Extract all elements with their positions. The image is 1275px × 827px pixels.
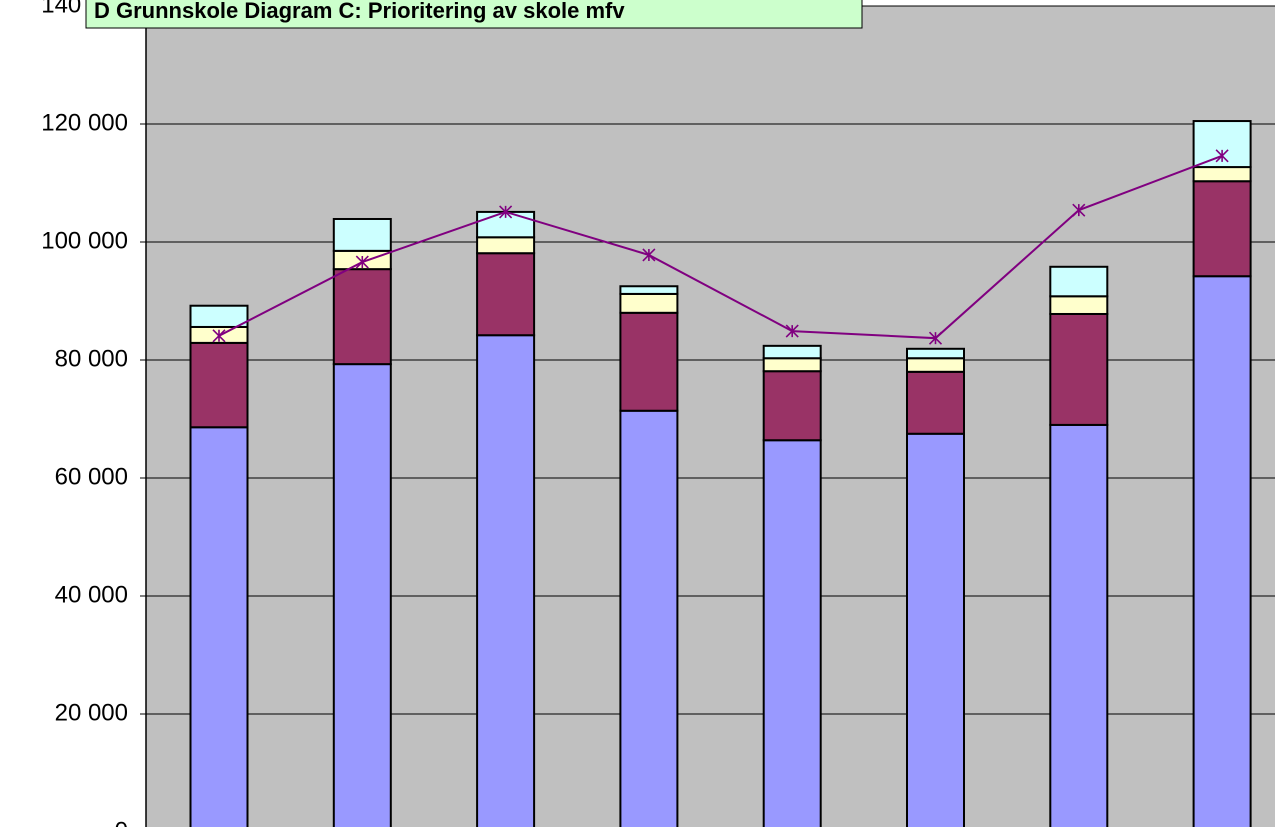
bar-segment	[476, 252, 536, 337]
line-series	[218, 154, 1223, 340]
bar-segment	[189, 426, 249, 827]
line-marker	[212, 329, 226, 343]
line-marker	[928, 331, 943, 345]
line-marker	[1072, 203, 1086, 217]
bar-segment	[762, 357, 822, 373]
bar-segment	[1192, 180, 1252, 278]
y-tick-label: 20 000	[55, 699, 128, 726]
y-tick-label: 40 000	[55, 581, 128, 608]
y-tick-label: 60 000	[55, 463, 128, 490]
bar-segment	[906, 357, 965, 373]
bar-segment	[476, 334, 536, 827]
bar-segment	[332, 217, 392, 252]
bar-segment	[906, 347, 965, 360]
bar-segment	[619, 292, 679, 314]
line-marker	[355, 255, 369, 269]
bar-segment	[619, 285, 679, 295]
bar-segment	[906, 370, 965, 435]
bar-segment	[1049, 423, 1109, 827]
line-marker	[1215, 149, 1229, 163]
y-tick-label: 0	[115, 817, 128, 827]
bar-segment	[189, 304, 249, 328]
chart-title: D Grunnskole Diagram C: Prioritering av …	[94, 0, 625, 23]
bar-segment	[476, 236, 536, 255]
bar-segment	[619, 311, 679, 412]
bar-segment	[1049, 295, 1109, 315]
bar-segment	[906, 432, 965, 827]
line-marker	[785, 324, 799, 338]
bar-segment	[1192, 275, 1252, 827]
bar-segment	[762, 344, 822, 360]
bar-segment	[619, 409, 679, 827]
bar-segment	[762, 370, 822, 442]
bar-segment	[1049, 312, 1109, 426]
bar-segment	[189, 341, 249, 429]
bar-segment	[1192, 166, 1252, 183]
line-marker	[499, 205, 513, 219]
y-tick-label: 120 000	[41, 109, 128, 136]
line-marker	[642, 248, 656, 262]
y-tick-label: 80 000	[55, 345, 128, 372]
bar-segment	[332, 363, 392, 827]
bar-segment	[762, 439, 822, 827]
title-box	[85, 0, 863, 29]
y-tick-label: 100 000	[41, 227, 128, 254]
bar-segment	[1049, 265, 1109, 298]
bar-segment	[332, 268, 392, 366]
